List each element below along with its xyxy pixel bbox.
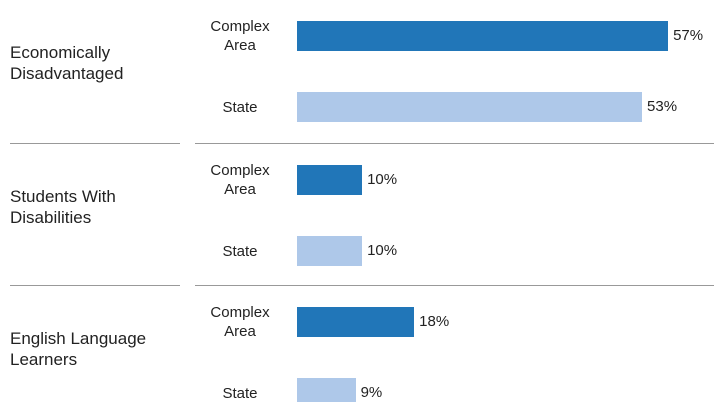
- category-label: English Language Learners: [10, 328, 147, 369]
- separator: [195, 285, 714, 286]
- series-label: Complex Area: [210, 304, 270, 340]
- value-label: 18%: [419, 313, 450, 330]
- bar: [297, 307, 415, 337]
- value-label: 57%: [673, 27, 704, 44]
- value-label: 9%: [360, 384, 383, 401]
- value-label: 53%: [647, 98, 678, 115]
- bar: [297, 236, 363, 266]
- series-label: State: [222, 384, 258, 402]
- category-label: Students With Disabilities: [10, 186, 116, 227]
- series-label: Complex Area: [210, 18, 270, 54]
- series-label: State: [222, 98, 258, 116]
- bar: [297, 378, 356, 402]
- category-label: Economically Disadvantaged: [10, 42, 124, 83]
- separator: [10, 285, 180, 286]
- value-label: 10%: [367, 242, 398, 259]
- separator: [195, 143, 714, 144]
- bar: [297, 92, 643, 122]
- bar: [297, 165, 363, 195]
- bar: [297, 21, 669, 51]
- value-label: 10%: [367, 171, 398, 188]
- separator: [10, 143, 180, 144]
- series-label: State: [222, 242, 258, 260]
- series-label: Complex Area: [210, 162, 270, 198]
